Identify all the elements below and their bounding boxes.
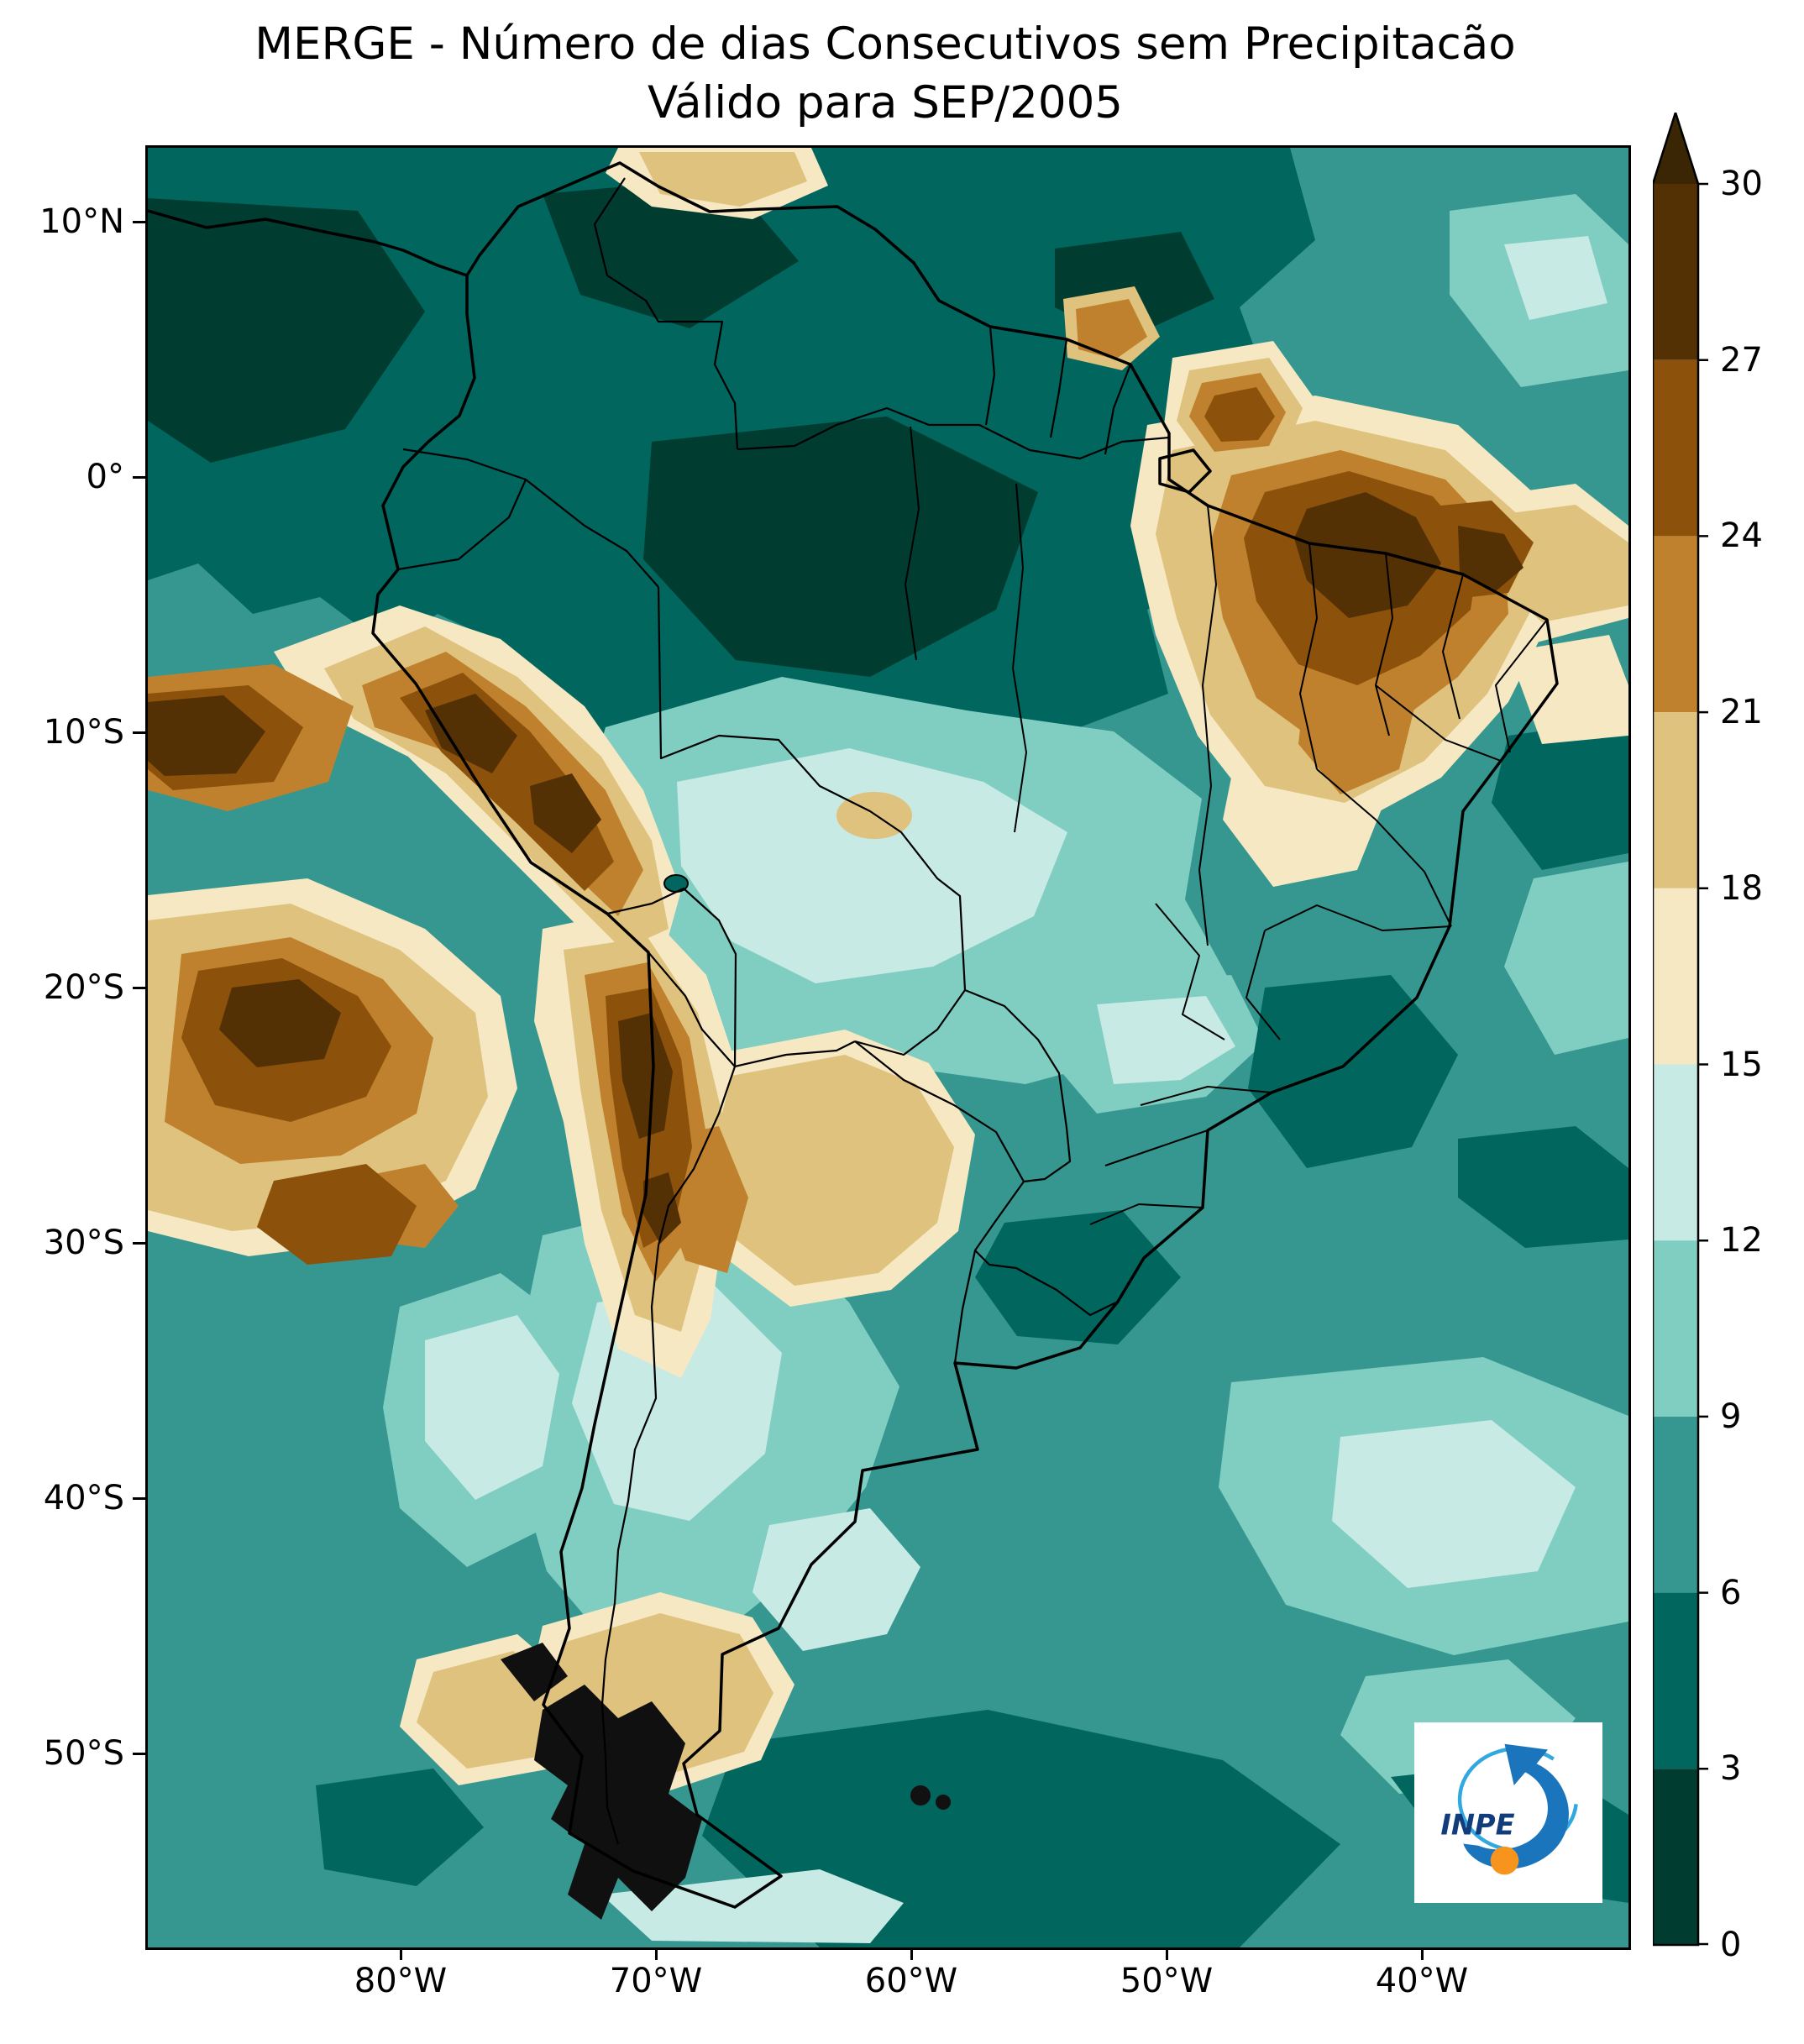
- x-tick-mark: [655, 1947, 658, 1960]
- y-tick-label: 0°: [86, 458, 124, 496]
- colorbar-tick-marks: [1698, 182, 1708, 1946]
- colorbar-segment: [1653, 536, 1698, 713]
- inpe-logo: INPE: [1414, 1722, 1602, 1903]
- field-pale-teal-group: [425, 236, 1607, 1943]
- colorbar-segment: [1653, 1769, 1698, 1945]
- colorbar-tick-label: 9: [1720, 1397, 1742, 1436]
- y-tick-label: 40°S: [43, 1479, 124, 1517]
- x-tick-mark: [400, 1947, 402, 1960]
- colorbar-segment: [1653, 1592, 1698, 1769]
- colorbar-tick-label: 12: [1720, 1221, 1763, 1260]
- y-tick-label: 30°S: [43, 1224, 124, 1262]
- colorbar-segment: [1653, 1416, 1698, 1593]
- y-tick-mark: [133, 987, 145, 989]
- colorbar-segment: [1653, 184, 1698, 360]
- colorbar-tick-label: 24: [1720, 516, 1763, 555]
- y-tick-mark: [133, 1753, 145, 1755]
- x-tick-mark: [1421, 1947, 1424, 1960]
- colorbar-tick-label: 0: [1720, 1926, 1742, 1964]
- state-borders: [905, 426, 1548, 1225]
- y-tick-mark: [133, 221, 145, 223]
- country-borders: [397, 177, 1170, 1845]
- colorbar-tick-label: 15: [1720, 1046, 1763, 1084]
- y-tick-label: 50°S: [43, 1734, 124, 1773]
- y-tick-mark: [133, 476, 145, 479]
- y-tick-mark: [133, 1497, 145, 1500]
- falkland-islands: [910, 1785, 951, 1810]
- coastline: [148, 161, 1559, 1909]
- x-tick-label: 70°W: [609, 1962, 703, 2000]
- y-tick-mark: [133, 731, 145, 734]
- colorbar-tick-label: 18: [1720, 869, 1763, 908]
- y-tick-label: 20°S: [43, 968, 124, 1007]
- x-tick-label: 80°W: [354, 1962, 448, 2000]
- colorbar-segment: [1653, 1064, 1698, 1241]
- colorbar-segment: [1653, 1240, 1698, 1417]
- map-panel: [145, 145, 1631, 1950]
- x-tick-label: 40°W: [1375, 1962, 1469, 2000]
- logo-orange-dot: [1490, 1846, 1519, 1875]
- y-tick-label: 10°S: [43, 713, 124, 752]
- x-tick-mark: [1166, 1947, 1168, 1960]
- colorbar-tick-label: 27: [1720, 341, 1763, 380]
- colorbar-outline: [1651, 108, 1700, 1947]
- colorbar-tick-label: 6: [1720, 1574, 1742, 1612]
- colorbar-segment: [1653, 712, 1698, 888]
- colorbar-tick-label: 30: [1720, 165, 1763, 203]
- x-tick-label: 60°W: [864, 1962, 958, 2000]
- colorbar-segment: [1653, 359, 1698, 537]
- colorbar-segment: [1653, 888, 1698, 1065]
- figure-title-line1: MERGE - Número de dias Consecutivos sem …: [254, 18, 1516, 70]
- colorbar: [1651, 108, 1712, 1947]
- x-tick-label: 50°W: [1120, 1962, 1214, 2000]
- colorbar-extend-arrow: [1653, 113, 1698, 184]
- colorbar-tick-label: 21: [1720, 693, 1763, 731]
- field-dark-brown-group: [148, 492, 1523, 1244]
- logo-arrow-swoosh: [1463, 1743, 1569, 1869]
- colorbar-tick-label: 3: [1720, 1749, 1742, 1788]
- x-tick-mark: [910, 1947, 913, 1960]
- y-tick-label: 10°N: [39, 202, 124, 241]
- y-tick-mark: [133, 1242, 145, 1245]
- logo-text: INPE: [1440, 1808, 1514, 1841]
- figure-title-line2: Válido para SEP/2005: [647, 77, 1124, 128]
- map-canvas: [148, 148, 1628, 1947]
